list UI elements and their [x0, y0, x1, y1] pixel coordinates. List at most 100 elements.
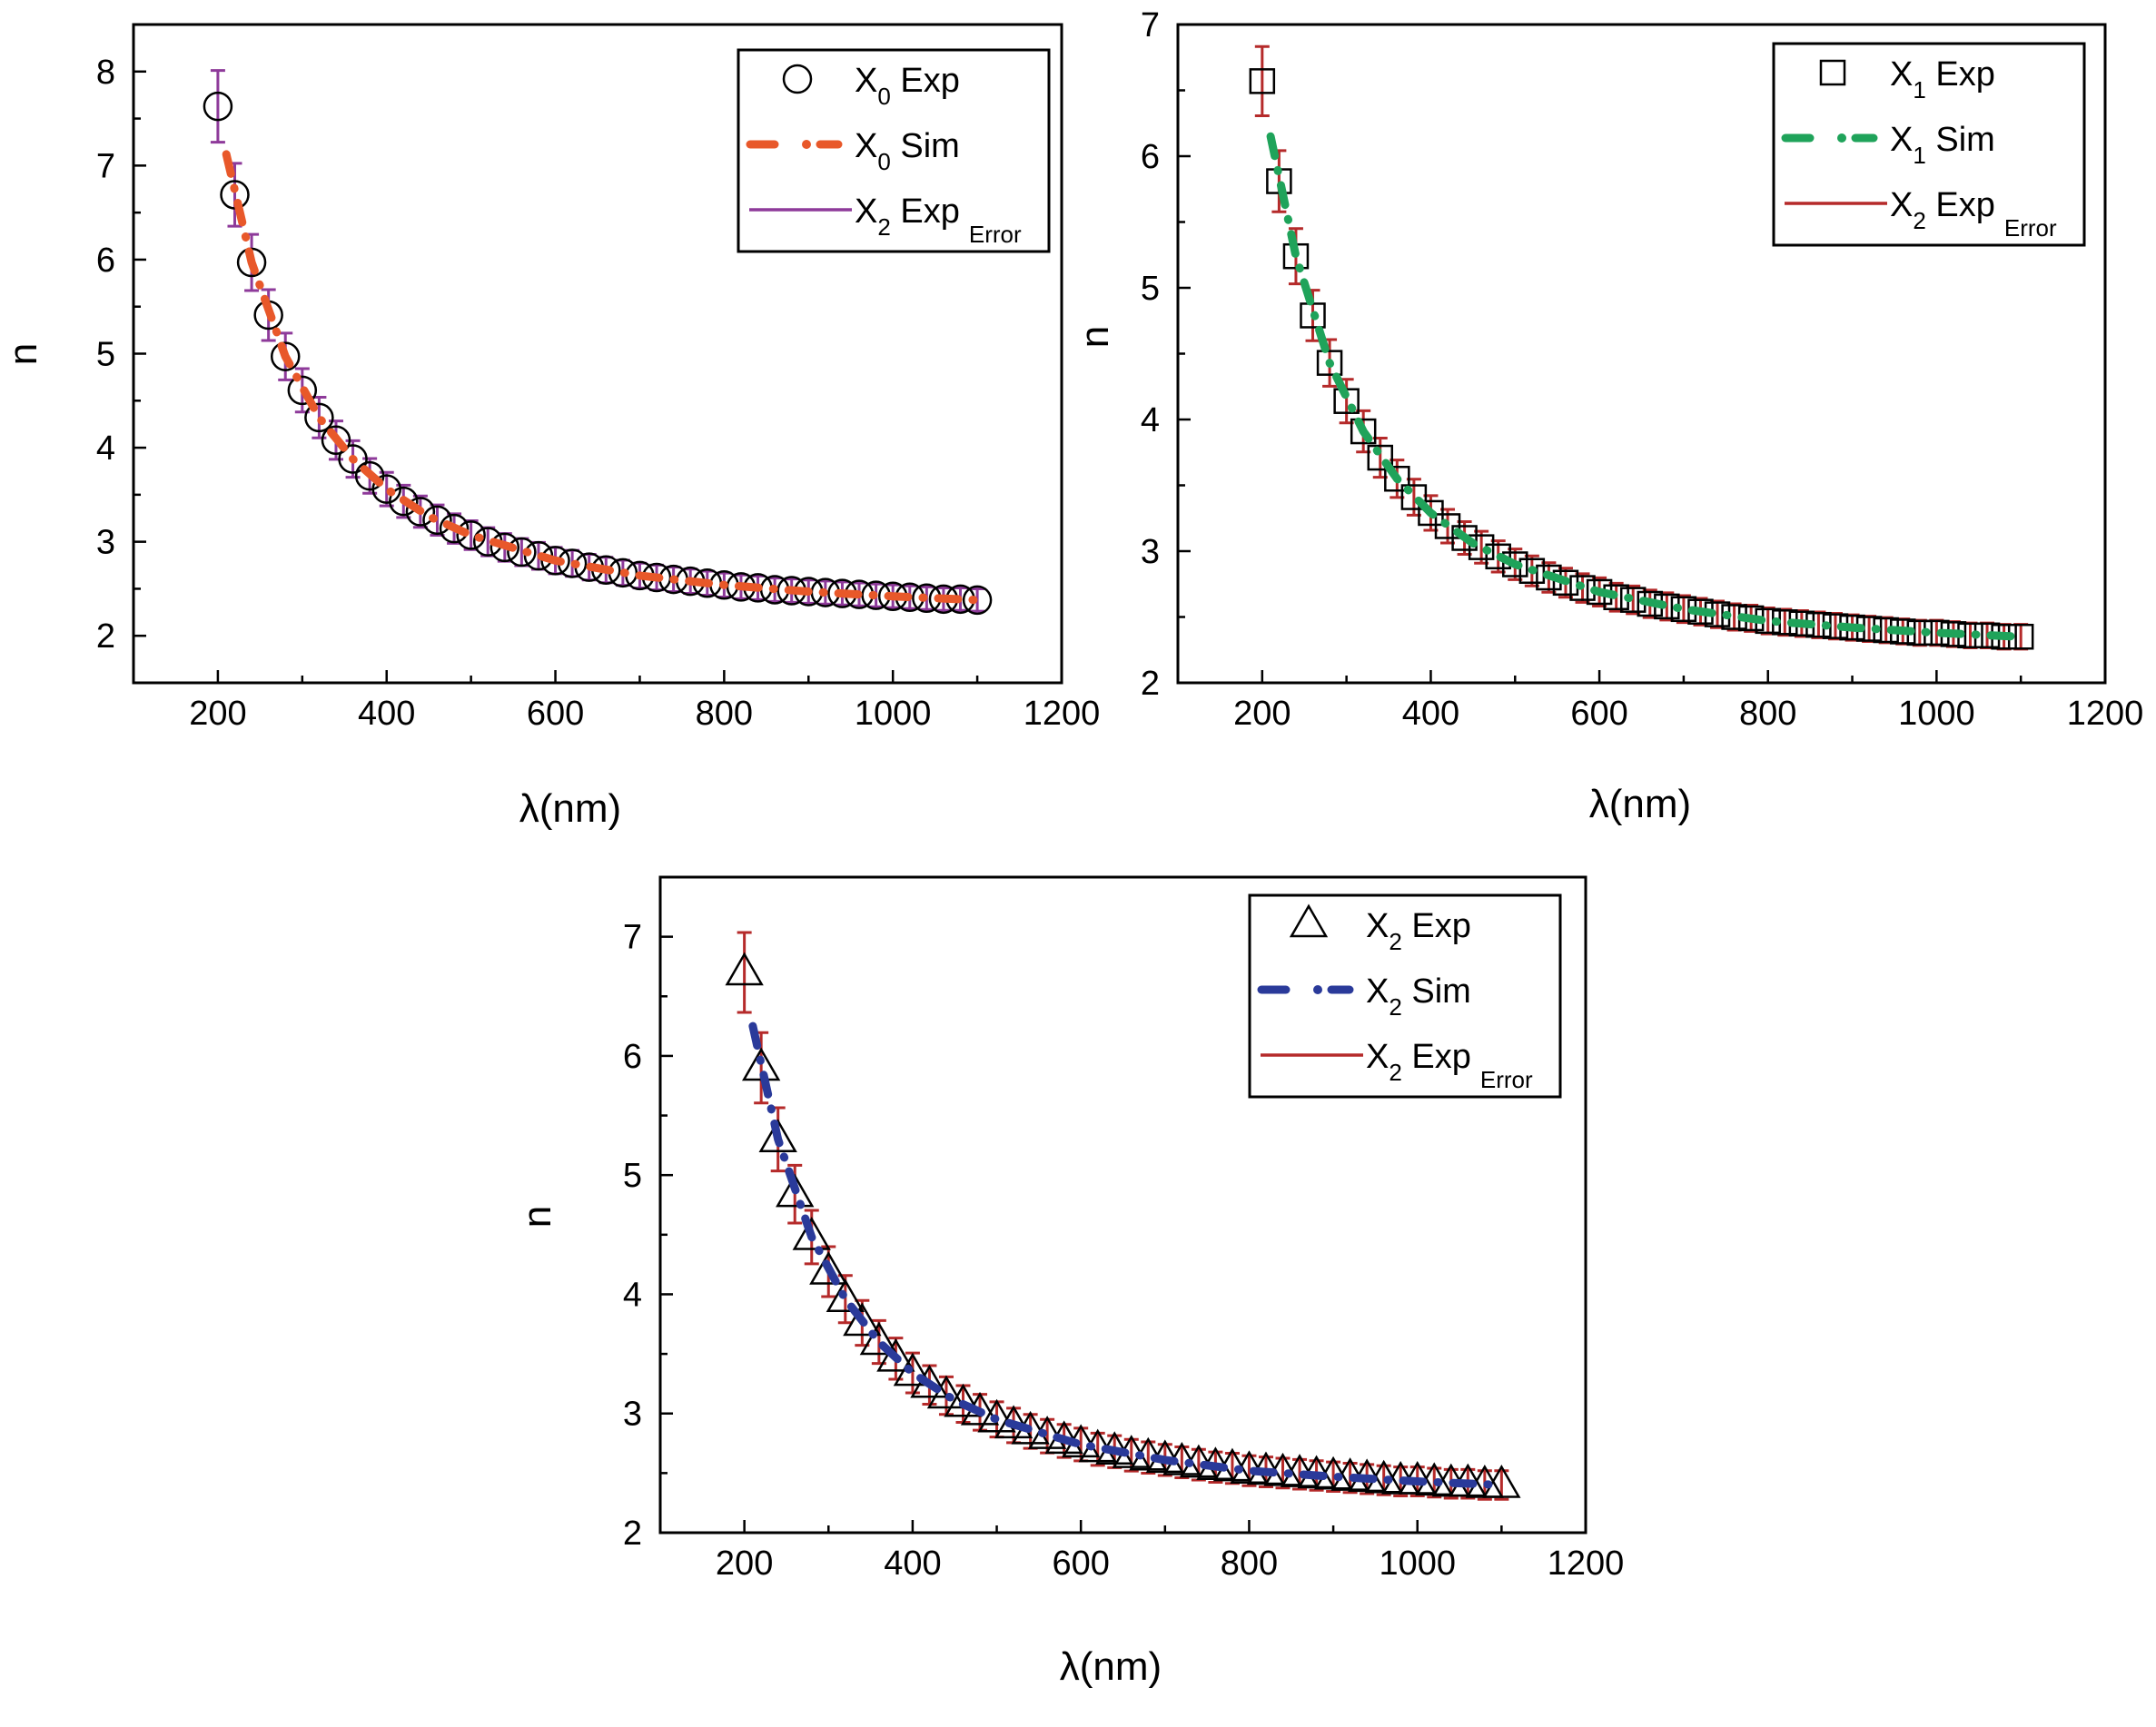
- exp-point: [1482, 1464, 1521, 1498]
- legend-label-sub: 0: [877, 83, 890, 110]
- legend-label-rest: Sim: [891, 127, 960, 165]
- legend-sim-dot: [802, 140, 811, 149]
- y-tick-label: 4: [1141, 401, 1160, 439]
- exp-point: [944, 1383, 983, 1417]
- x-tick-label: 600: [1052, 1544, 1109, 1583]
- sim-line: [1266, 132, 2025, 641]
- x-axis-label: λ(nm): [1589, 782, 1691, 826]
- legend-label-main: X: [855, 62, 877, 100]
- legend-label-main: X: [855, 127, 877, 165]
- legend-marker: [1289, 903, 1329, 938]
- y-axis-label: n: [515, 1206, 559, 1228]
- legend-label-sub: 1: [1913, 142, 1925, 169]
- exp-point: [1518, 558, 1546, 584]
- y-tick-label: 8: [96, 54, 115, 92]
- legend-label-main: X: [1890, 55, 1913, 94]
- exp-point: [977, 1398, 1016, 1433]
- x-tick-label: 1200: [1548, 1544, 1625, 1583]
- exp-point: [1468, 534, 1495, 560]
- legend-frame: [1772, 42, 2086, 247]
- y-tick-label: 6: [1141, 138, 1160, 176]
- y-tick-label: 2: [1141, 665, 1160, 703]
- legend-item: X2 Exp Error: [1261, 1038, 1533, 1093]
- legend-label-main: X: [1366, 972, 1389, 1011]
- legend-item: X2 Exp: [1289, 903, 1471, 955]
- x-tick-label: 600: [1570, 695, 1627, 733]
- exp-point: [321, 425, 351, 456]
- y-tick-label: 3: [623, 1396, 642, 1434]
- exp-point: [1400, 484, 1428, 510]
- exp-point: [270, 341, 301, 371]
- x-tick-label: 1200: [1024, 695, 1101, 733]
- legend-marker: [1819, 59, 1846, 86]
- legend-label-sub2: Error: [1480, 1066, 1533, 1093]
- exp-point: [220, 180, 250, 210]
- y-tick-label: 7: [623, 919, 642, 957]
- legend-label: X2 Exp Error: [855, 192, 1022, 248]
- x-tick-label: 400: [358, 695, 415, 733]
- legend-sim-dot: [1313, 985, 1322, 994]
- exp-point: [826, 1278, 865, 1312]
- exp-point: [203, 91, 233, 122]
- legend-label: X0 Exp: [855, 62, 960, 110]
- legend-label-rest: Exp: [1926, 55, 1995, 94]
- y-tick-label: 4: [623, 1276, 642, 1314]
- legend-label-sub: 2: [877, 213, 890, 241]
- legend-frame: [737, 48, 1051, 253]
- exp-point: [893, 1352, 933, 1387]
- y-tick-label: 4: [96, 429, 115, 468]
- legend-label-main: X: [1366, 1038, 1389, 1076]
- exp-point: [962, 585, 993, 616]
- sim-line: [748, 1021, 1506, 1489]
- x-tick-label: 800: [1739, 695, 1796, 733]
- exp-point: [1451, 525, 1478, 551]
- exp-point: [287, 375, 318, 406]
- y-axis-label: n: [1, 343, 45, 365]
- exp-point: [1418, 499, 1444, 527]
- error-bar: [210, 69, 225, 144]
- legend-marker: [782, 64, 813, 94]
- legend-label: X2 Exp Error: [1890, 186, 2057, 242]
- exp-point: [1384, 466, 1410, 492]
- exp-point: [792, 1216, 831, 1250]
- exp-point: [1367, 444, 1394, 471]
- legend-label-sub: 0: [877, 148, 890, 175]
- legend-label: X2 Exp: [1366, 907, 1471, 955]
- y-tick-label: 2: [623, 1515, 642, 1553]
- legend-label-rest: Exp: [891, 192, 960, 231]
- y-tick-label: 3: [1141, 533, 1160, 571]
- y-tick-label: 6: [623, 1038, 642, 1076]
- x-tick-label: 1200: [2067, 695, 2144, 733]
- x-axis-label: λ(nm): [519, 786, 621, 831]
- exp-point: [876, 1337, 915, 1372]
- legend-item: X2 Sim: [1257, 972, 1471, 1021]
- exp-point: [1316, 350, 1343, 376]
- exp-point: [725, 952, 764, 986]
- exp-point: [389, 486, 419, 517]
- y-axis-label: n: [1073, 326, 1117, 348]
- exp-point: [1249, 68, 1276, 94]
- exp-point: [994, 1405, 1033, 1439]
- exp-point: [439, 513, 470, 544]
- x-tick-label: 400: [884, 1544, 941, 1583]
- legend-frame: [1248, 893, 1562, 1099]
- x-tick-label: 1000: [1379, 1544, 1456, 1583]
- y-tick-label: 5: [1141, 270, 1160, 308]
- x-tick-label: 200: [716, 1544, 773, 1583]
- exp-point: [1485, 543, 1511, 570]
- exp-point: [1502, 551, 1528, 577]
- exp-point: [422, 505, 452, 536]
- legend-label-sub: 1: [1913, 76, 1925, 104]
- x-tick-label: 1000: [855, 695, 932, 733]
- legend-label-sub2: Error: [969, 221, 1022, 248]
- x-tick-label: 200: [1233, 695, 1291, 733]
- x-tick-label: 400: [1402, 695, 1459, 733]
- exp-point: [338, 444, 368, 474]
- legend-label-rest: Exp: [1402, 1038, 1471, 1076]
- legend-label-sub2: Error: [2004, 214, 2057, 242]
